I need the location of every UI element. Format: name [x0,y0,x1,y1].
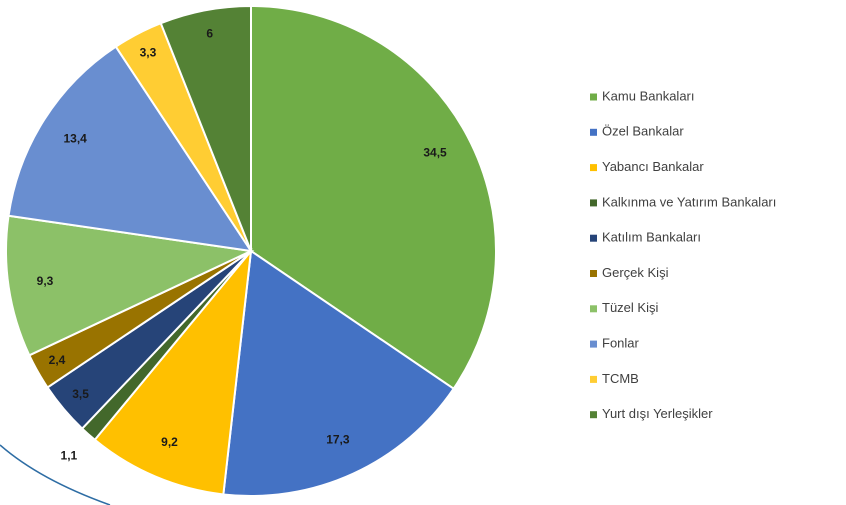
legend-label: TCMB [602,371,639,386]
data-label: 3,5 [72,387,89,401]
decor-arc [0,444,111,505]
legend-marker [590,375,597,383]
legend-marker [590,340,597,348]
pie-slice [93,247,253,496]
legend-marker [590,411,597,419]
data-label: 34,5 [423,146,447,160]
data-label: 9,2 [161,435,178,449]
legend-label: Tüzel Kişi [602,300,658,315]
data-label: 9,3 [37,274,54,288]
pie-slice [250,4,497,391]
data-label: 6 [206,27,213,41]
legend-label: Katılım Bankaları [602,230,701,245]
data-label: 3,3 [140,45,157,59]
legend-marker [590,164,597,172]
legend-label: Fonlar [602,336,640,351]
pie-slice [5,214,255,357]
legend-marker [590,199,597,207]
legend-label: Yurt dışı Yerleşikler [602,406,713,421]
data-label: 2,4 [49,353,66,367]
legend-marker [590,234,597,242]
legend-label: Kalkınma ve Yatırım Bankaları [602,194,776,209]
legend-marker [590,93,597,101]
legend-label: Özel Bankalar [602,124,684,139]
legend-label: Gerçek Kişi [602,265,669,280]
pie-slice [7,45,254,253]
data-label: 13,4 [63,132,87,146]
legend-label: Yabancı Bankalar [602,159,704,174]
legend-marker [590,305,597,313]
data-label: 17,3 [326,432,350,446]
legend-marker [590,128,597,136]
pie-slice [159,4,252,252]
legend-label: Kamu Bankaları [602,88,695,103]
legend-marker [590,270,597,277]
pie-slice [222,249,456,497]
data-label: 1,1 [61,448,78,462]
